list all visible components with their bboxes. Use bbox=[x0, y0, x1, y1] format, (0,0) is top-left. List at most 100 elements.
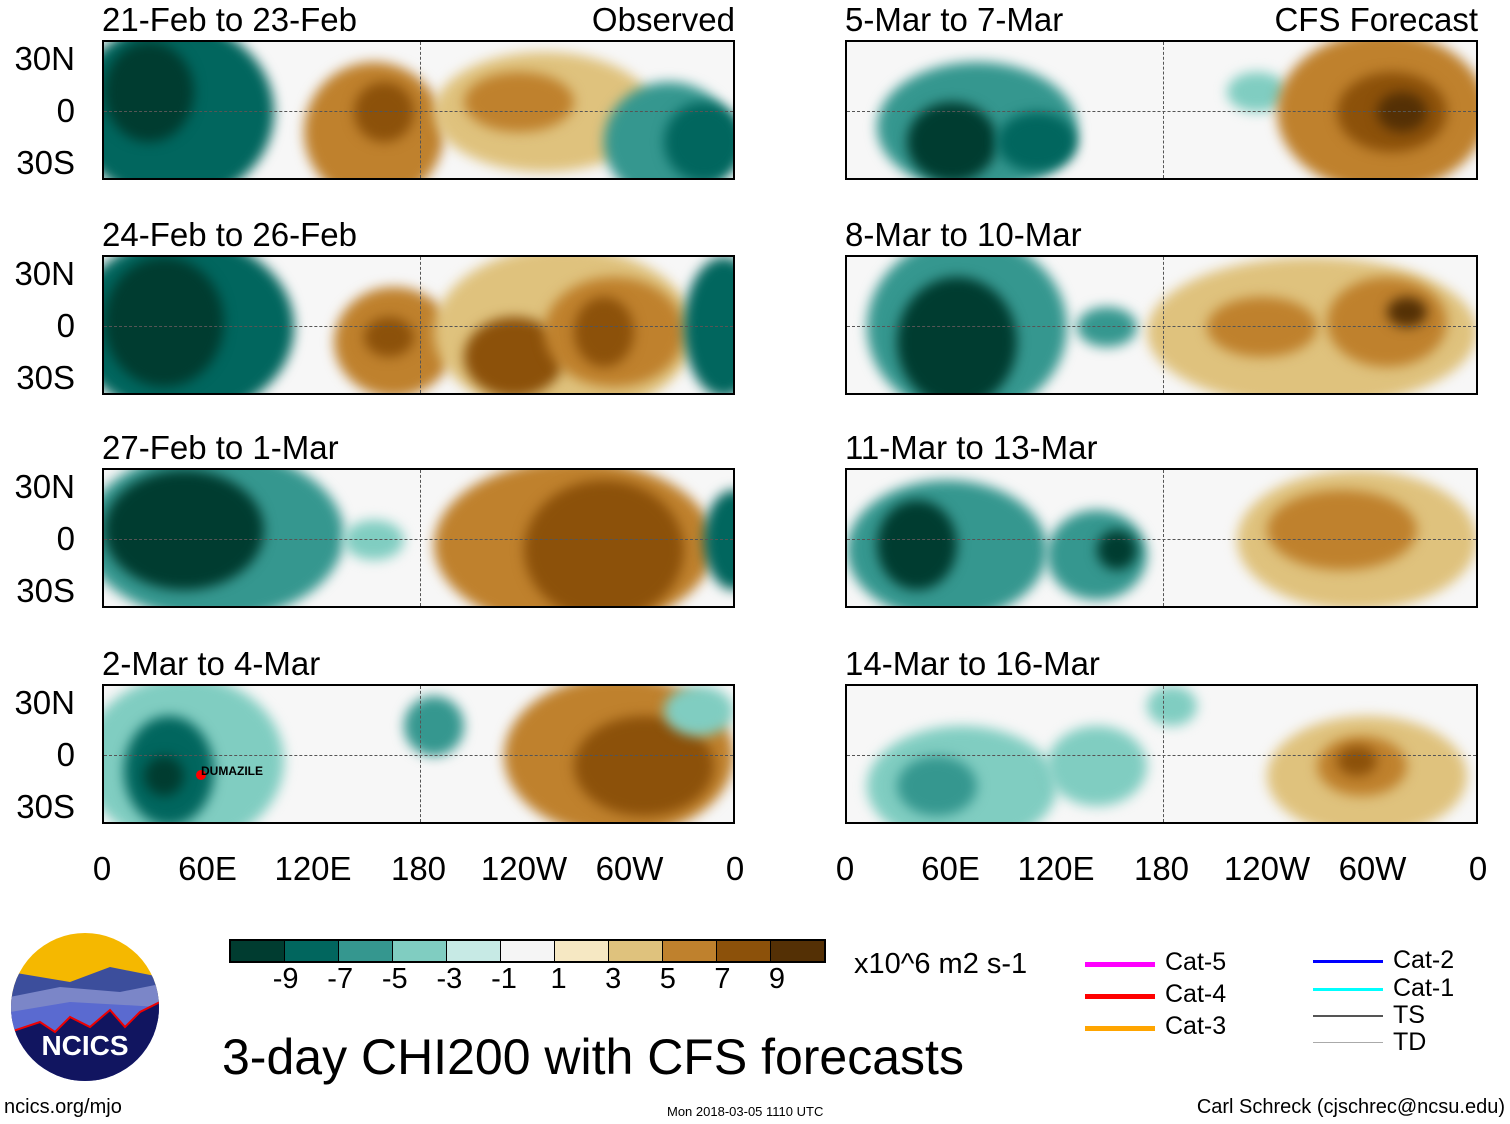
legend-swatch bbox=[1085, 962, 1155, 967]
equator-line bbox=[104, 111, 733, 112]
lon-label: 0 bbox=[835, 850, 855, 887]
panel-title: 5-Mar to 7-Mar bbox=[845, 1, 1064, 38]
legend-label: Cat-1 bbox=[1393, 974, 1455, 1002]
lat-label: 30S bbox=[16, 359, 75, 396]
anomaly-map bbox=[102, 468, 735, 608]
dateline bbox=[1163, 470, 1164, 606]
lon-label: 120W bbox=[1223, 850, 1311, 887]
anomaly-contour bbox=[997, 112, 1077, 172]
colorbar-units: x10^6 m2 s-1 bbox=[854, 948, 1028, 980]
legend-label: Cat-3 bbox=[1165, 1012, 1227, 1040]
equator-line bbox=[104, 755, 733, 756]
lat-label: 30S bbox=[16, 572, 75, 609]
colorbar-label: 1 bbox=[550, 963, 567, 995]
colorbar-label: 7 bbox=[714, 963, 731, 995]
lon-label: 180 bbox=[390, 850, 447, 887]
colorbar-label: -7 bbox=[327, 963, 354, 995]
legend-label: TS bbox=[1393, 1001, 1425, 1029]
anomaly-contour bbox=[907, 102, 997, 178]
panel-tag: Observed bbox=[591, 1, 735, 38]
lon-label: 120E bbox=[274, 850, 352, 887]
svg-text:NCICS: NCICS bbox=[41, 1030, 128, 1061]
legend-label: Cat-2 bbox=[1393, 946, 1455, 974]
anomaly-contour bbox=[1267, 490, 1417, 570]
colorbar-swatch bbox=[393, 941, 447, 961]
lon-label: 60E bbox=[921, 850, 980, 887]
lat-label: 30N bbox=[14, 255, 75, 292]
colorbar-swatch bbox=[501, 941, 555, 961]
anomaly-contour bbox=[1387, 297, 1427, 327]
legend-label: TD bbox=[1393, 1028, 1427, 1056]
lat-label: 30S bbox=[16, 144, 75, 181]
storm-label: DUMAZILE bbox=[201, 764, 263, 778]
colorbar-swatch bbox=[447, 941, 501, 961]
dateline bbox=[1163, 42, 1164, 178]
anomaly-contour bbox=[897, 756, 977, 816]
legend-swatch bbox=[1313, 1042, 1383, 1043]
lon-label: 0 bbox=[725, 850, 745, 887]
panel-tag: CFS Forecast bbox=[1274, 1, 1478, 38]
colorbar-swatch bbox=[771, 941, 824, 961]
panel-title: 21-Feb to 23-Feb bbox=[102, 1, 357, 38]
lon-label: 60W bbox=[595, 850, 664, 887]
dateline bbox=[420, 470, 421, 606]
lat-label: 30N bbox=[14, 468, 75, 505]
panel-title: 8-Mar to 10-Mar bbox=[845, 216, 1082, 253]
colorbar-label: -3 bbox=[436, 963, 463, 995]
anomaly-contour bbox=[877, 500, 957, 590]
lat-label: 0 bbox=[56, 307, 75, 344]
legend-swatch bbox=[1313, 1015, 1383, 1017]
colorbar bbox=[229, 939, 826, 963]
dateline bbox=[420, 686, 421, 822]
equator-line bbox=[847, 755, 1476, 756]
anomaly-map bbox=[845, 468, 1478, 608]
panel-title: 14-Mar to 16-Mar bbox=[845, 645, 1100, 682]
site-url[interactable]: ncics.org/mjo bbox=[4, 1096, 122, 1118]
anomaly-map bbox=[845, 684, 1478, 824]
anomaly-contour bbox=[1147, 686, 1197, 726]
lon-label: 0 bbox=[1468, 850, 1488, 887]
equator-line bbox=[847, 539, 1476, 540]
lon-label: 60E bbox=[178, 850, 237, 887]
anomaly-contour bbox=[664, 686, 733, 736]
dateline bbox=[420, 42, 421, 178]
colorbar-label: -9 bbox=[272, 963, 299, 995]
lat-label: 0 bbox=[56, 520, 75, 557]
colorbar-swatch bbox=[717, 941, 771, 961]
lon-label: 180 bbox=[1133, 850, 1190, 887]
legend-swatch bbox=[1085, 994, 1155, 999]
ncics-logo: NCICS bbox=[11, 933, 159, 1081]
colorbar-label: -5 bbox=[381, 963, 408, 995]
lat-label: 0 bbox=[56, 736, 75, 773]
lon-label: 120E bbox=[1017, 850, 1095, 887]
anomaly-contour bbox=[1047, 726, 1147, 806]
lat-label: 30N bbox=[14, 684, 75, 721]
anomaly-contour bbox=[344, 520, 404, 560]
storm-marker bbox=[196, 770, 206, 780]
panel-title: 27-Feb to 1-Mar bbox=[102, 429, 339, 466]
legend-swatch bbox=[1313, 988, 1383, 991]
lat-label: 30N bbox=[14, 40, 75, 77]
lon-label: 120W bbox=[480, 850, 568, 887]
anomaly-contour bbox=[704, 490, 733, 590]
lon-label: 0 bbox=[92, 850, 112, 887]
legend-swatch bbox=[1085, 1026, 1155, 1031]
anomaly-contour bbox=[1327, 277, 1447, 367]
anomaly-contour bbox=[524, 480, 684, 606]
anomaly-contour bbox=[364, 317, 414, 357]
anomaly-contour bbox=[144, 756, 184, 796]
anomaly-contour bbox=[574, 297, 634, 367]
anomaly-map bbox=[102, 40, 735, 180]
dateline bbox=[420, 257, 421, 393]
legend-swatch bbox=[1313, 960, 1383, 963]
anomaly-contour bbox=[664, 102, 733, 178]
equator-line bbox=[104, 326, 733, 327]
anomaly-contour bbox=[104, 257, 224, 387]
anomaly-contour bbox=[1097, 530, 1137, 570]
anomaly-contour bbox=[404, 696, 464, 756]
figure-title: 3-day CHI200 with CFS forecasts bbox=[222, 1029, 964, 1085]
colorbar-label: 9 bbox=[768, 963, 786, 995]
colorbar-swatch bbox=[555, 941, 609, 961]
anomaly-contour bbox=[104, 470, 264, 590]
colorbar-swatch bbox=[231, 941, 285, 961]
